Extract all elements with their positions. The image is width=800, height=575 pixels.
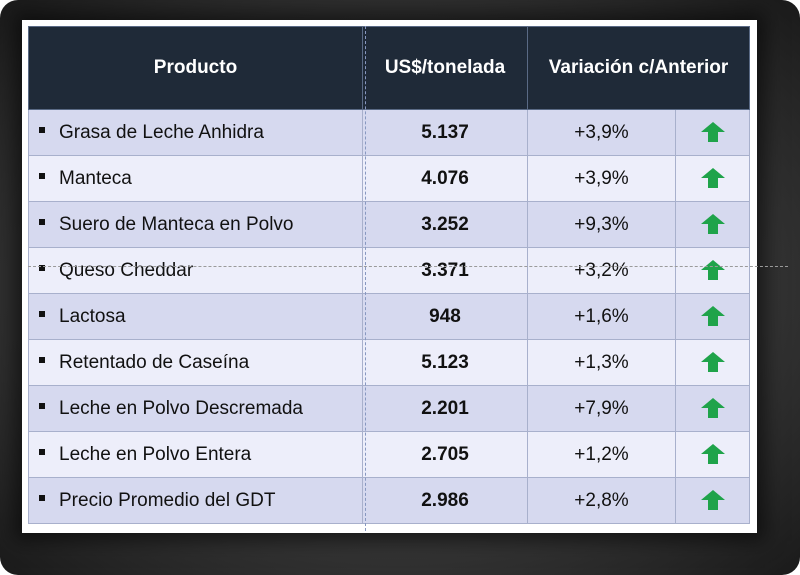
cell-variacion: +1,6%: [527, 293, 676, 340]
table-row: Grasa de Leche Anhidra 5.137 +3,9%: [28, 109, 751, 156]
arrow-up-icon: [700, 214, 725, 235]
bullet-icon: [39, 449, 45, 456]
cell-trend: [674, 201, 751, 248]
cell-precio: 2.705: [362, 431, 528, 478]
cell-variacion: +3,2%: [527, 247, 676, 294]
cell-trend: [674, 109, 751, 156]
cell-producto: Queso Cheddar: [28, 247, 363, 294]
bullet-icon: [39, 173, 45, 180]
header-precio: US$/tonelada: [362, 26, 528, 110]
cell-variacion: +1,2%: [527, 431, 676, 478]
cell-producto: Leche en Polvo Descremada: [28, 385, 363, 432]
cell-precio: 2.201: [362, 385, 528, 432]
cell-producto: Retentado de Caseína: [28, 339, 363, 386]
cell-trend: [674, 155, 751, 202]
arrow-up-icon: [700, 122, 725, 143]
bullet-icon: [39, 357, 45, 364]
cell-precio: 948: [362, 293, 528, 340]
producto-label: Queso Cheddar: [59, 259, 194, 281]
table-header-row: Producto US$/tonelada Variación c/Anteri…: [28, 26, 751, 110]
producto-label: Leche en Polvo Entera: [59, 443, 252, 465]
header-producto: Producto: [28, 26, 363, 110]
cell-trend: [674, 247, 751, 294]
dairy-prices-table: Producto US$/tonelada Variación c/Anteri…: [28, 26, 751, 524]
cell-precio: 4.076: [362, 155, 528, 202]
cell-producto: Lactosa: [28, 293, 363, 340]
cell-variacion: +2,8%: [527, 477, 676, 524]
cell-precio: 3.371: [362, 247, 528, 294]
producto-label: Leche en Polvo Descremada: [59, 397, 303, 419]
cell-producto: Grasa de Leche Anhidra: [28, 109, 363, 156]
arrow-up-icon: [700, 444, 725, 465]
header-variacion: Variación c/Anterior: [526, 26, 751, 110]
cell-producto: Leche en Polvo Entera: [28, 431, 363, 478]
cell-trend: [674, 477, 751, 524]
table-row: Retentado de Caseína 5.123 +1,3%: [28, 339, 751, 386]
arrow-up-icon: [700, 168, 725, 189]
table-row: Manteca 4.076 +3,9%: [28, 155, 751, 202]
bullet-icon: [39, 311, 45, 318]
bullet-icon: [39, 265, 45, 272]
producto-label: Lactosa: [59, 305, 126, 327]
table-row: Lactosa 948 +1,6%: [28, 293, 751, 340]
cell-trend: [674, 385, 751, 432]
producto-label: Precio Promedio del GDT: [59, 489, 276, 511]
table-row: Precio Promedio del GDT 2.986 +2,8%: [28, 477, 751, 524]
producto-label: Manteca: [59, 167, 132, 189]
table-row: Leche en Polvo Descremada 2.201 +7,9%: [28, 385, 751, 432]
producto-label: Grasa de Leche Anhidra: [59, 121, 264, 143]
table-row: Suero de Manteca en Polvo 3.252 +9,3%: [28, 201, 751, 248]
cell-producto: Manteca: [28, 155, 363, 202]
cell-variacion: +1,3%: [527, 339, 676, 386]
arrow-up-icon: [700, 260, 725, 281]
arrow-up-icon: [700, 306, 725, 327]
table-row: Queso Cheddar 3.371 +3,2%: [28, 247, 751, 294]
cell-variacion: +3,9%: [527, 109, 676, 156]
table-body: Grasa de Leche Anhidra 5.137 +3,9% Manteca 4…: [28, 109, 751, 524]
cell-variacion: +3,9%: [527, 155, 676, 202]
cell-trend: [674, 293, 751, 340]
arrow-up-icon: [700, 352, 725, 373]
table-row: Leche en Polvo Entera 2.705 +1,2%: [28, 431, 751, 478]
cell-precio: 5.137: [362, 109, 528, 156]
arrow-up-icon: [700, 398, 725, 419]
producto-label: Retentado de Caseína: [59, 351, 250, 373]
bullet-icon: [39, 403, 45, 410]
bullet-icon: [39, 127, 45, 134]
cell-precio: 5.123: [362, 339, 528, 386]
producto-label: Suero de Manteca en Polvo: [59, 213, 294, 235]
cell-trend: [674, 431, 751, 478]
bullet-icon: [39, 495, 45, 502]
cell-variacion: +9,3%: [527, 201, 676, 248]
cell-precio: 2.986: [362, 477, 528, 524]
cell-trend: [674, 339, 751, 386]
bullet-icon: [39, 219, 45, 226]
cell-producto: Suero de Manteca en Polvo: [28, 201, 363, 248]
cell-producto: Precio Promedio del GDT: [28, 477, 363, 524]
price-table-card: Producto US$/tonelada Variación c/Anteri…: [22, 20, 757, 533]
cell-precio: 3.252: [362, 201, 528, 248]
cell-variacion: +7,9%: [527, 385, 676, 432]
arrow-up-icon: [700, 490, 725, 511]
